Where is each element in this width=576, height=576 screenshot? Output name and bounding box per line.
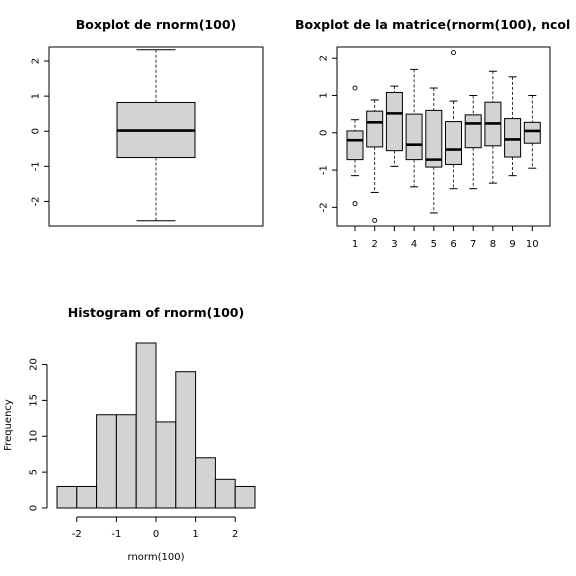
boxplot-1-y-tick-label: 2 xyxy=(31,58,42,64)
histogram-bar xyxy=(175,371,197,509)
histogram-panel: Histogram of rnorm(100) 0 5 10 15 20 -2 -1 0 1 2… xyxy=(3,305,256,563)
boxplot-2-col-outlier xyxy=(352,85,358,91)
boxplot-2-x-tick-label: 10 xyxy=(526,239,539,250)
histogram-y-tick-label: 15 xyxy=(29,394,40,407)
boxplot-2-col-box xyxy=(445,121,462,165)
boxplot-2-x-tick-label: 4 xyxy=(411,239,417,250)
boxplot-1-y-tick-label: 1 xyxy=(31,93,42,99)
boxplot-2-col-box xyxy=(366,110,384,148)
boxplot-2-title: Boxplot de la matrice(rnorm(100), ncol =… xyxy=(295,17,576,32)
histogram-y-tick-label: 20 xyxy=(29,358,40,371)
boxplot-2-marks xyxy=(346,50,541,223)
histogram-y-tick-label: 5 xyxy=(29,469,40,475)
boxplot-2-x-tick-label: 2 xyxy=(372,239,378,250)
histogram-title: Histogram of rnorm(100) xyxy=(68,305,244,320)
histogram-y-tick-label: 10 xyxy=(29,430,40,443)
boxplot-2-y-tick-label: -1 xyxy=(319,165,330,175)
boxplot-2-col-box xyxy=(425,109,443,168)
boxplot-2-x-axis: 1 2 3 4 5 6 7 8 9 10 xyxy=(352,225,539,250)
histogram-x-tick-label: 2 xyxy=(232,529,238,540)
histogram-x-label: rnorm(100) xyxy=(128,552,185,563)
histogram-bar xyxy=(56,485,78,509)
boxplot-2-col-box xyxy=(405,113,423,161)
histogram-bar xyxy=(195,457,216,509)
histogram-x-tick-label: -2 xyxy=(72,529,82,540)
histogram-y-tick-label: 0 xyxy=(29,505,40,511)
boxplot-2-x-tick-label: 1 xyxy=(352,239,358,250)
boxplot-2-col-box xyxy=(523,121,541,144)
boxplot-2-y-tick-label: 1 xyxy=(319,92,330,98)
boxplot-2-col-box xyxy=(464,114,482,149)
histogram-bar xyxy=(155,421,177,509)
histogram-bar xyxy=(135,342,157,509)
histogram-bar xyxy=(234,485,256,509)
boxplot-2-col-box xyxy=(504,118,522,158)
boxplot-2-x-tick-label: 6 xyxy=(450,239,456,250)
histogram-x-axis: -2 -1 0 1 2 xyxy=(72,516,238,540)
histogram-x-tick-label: -1 xyxy=(111,529,121,540)
histogram-bars xyxy=(56,342,256,509)
boxplot-1-y-tick-label: -1 xyxy=(31,161,42,171)
boxplot-1-y-tick-label: 0 xyxy=(31,128,42,134)
boxplot-2-y-axis: -2 -1 0 1 2 xyxy=(319,55,338,212)
boxplot-1-title: Boxplot de rnorm(100) xyxy=(76,17,236,32)
boxplot-2-col-outlier xyxy=(352,201,358,207)
histogram-y-axis: 0 5 10 15 20 xyxy=(29,358,48,511)
histogram-x-tick-label: 0 xyxy=(153,529,159,540)
boxplot-panel-1: Boxplot de rnorm(100) -2 -1 0 1 2 xyxy=(31,17,264,227)
boxplot-1-marks xyxy=(116,49,196,222)
boxplot-panel-2: Boxplot de la matrice(rnorm(100), ncol =… xyxy=(295,17,576,250)
histogram-bar xyxy=(214,478,236,509)
boxplot-1-y-axis: -2 -1 0 1 2 xyxy=(31,58,50,206)
boxplot-2-col-outlier xyxy=(451,50,456,56)
boxplot-2-x-tick-label: 9 xyxy=(509,239,515,250)
histogram-y-label: Frequency xyxy=(3,399,14,451)
histogram-bar xyxy=(115,414,137,509)
histogram-bar xyxy=(76,485,98,509)
boxplot-2-col-outlier xyxy=(372,217,378,223)
boxplot-2-y-tick-label: -2 xyxy=(319,202,330,212)
boxplot-2-y-tick-label: 2 xyxy=(319,55,330,61)
boxplot-1-y-tick-label: -2 xyxy=(31,196,42,206)
boxplot-2-x-tick-label: 3 xyxy=(391,239,397,250)
histogram-x-tick-label: 1 xyxy=(192,529,198,540)
boxplot-2-x-tick-label: 5 xyxy=(431,239,437,250)
boxplot-2-x-tick-label: 7 xyxy=(470,239,476,250)
boxplot-2-x-tick-label: 8 xyxy=(490,239,496,250)
boxplot-2-y-tick-label: 0 xyxy=(319,130,330,136)
boxplot-2-col-box xyxy=(385,91,403,152)
boxplot-2-col-box xyxy=(346,130,364,161)
histogram-bar xyxy=(96,414,117,509)
